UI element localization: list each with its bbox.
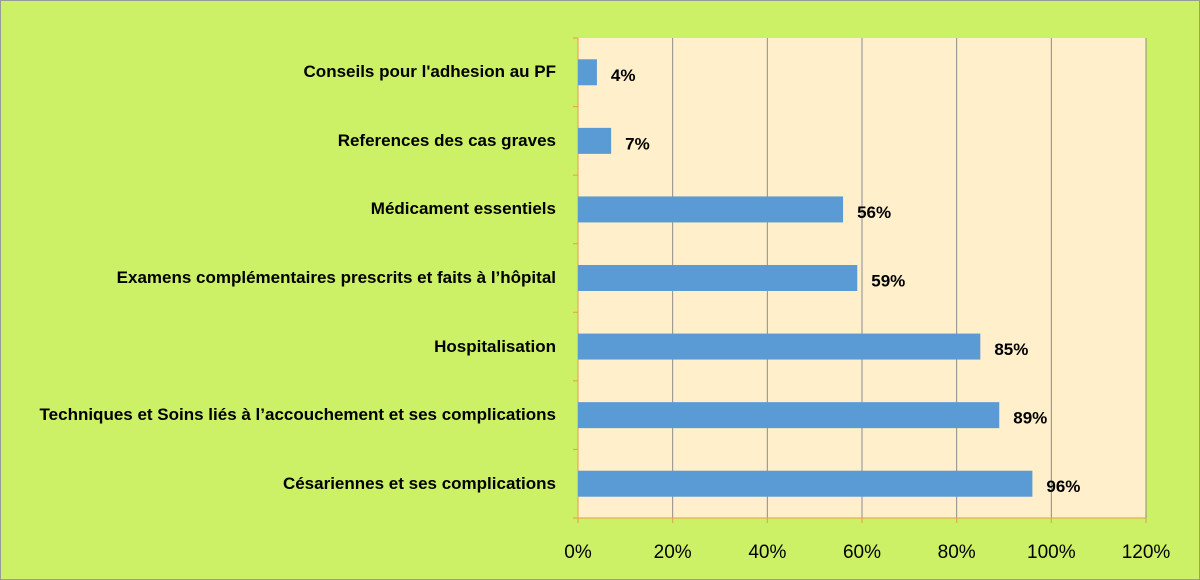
category-label: Examens complémentaires prescrits et fai… xyxy=(116,268,556,287)
value-label: 96% xyxy=(1046,477,1080,496)
x-tick-label: 60% xyxy=(843,542,881,563)
value-label: 85% xyxy=(994,340,1028,359)
x-tick-label: 120% xyxy=(1122,542,1171,563)
category-label: References des cas graves xyxy=(337,130,556,150)
value-label: 89% xyxy=(1013,409,1047,428)
bar xyxy=(578,127,612,154)
bar xyxy=(578,196,844,223)
bar xyxy=(578,59,597,86)
value-label: 59% xyxy=(871,271,905,290)
x-tick-label: 20% xyxy=(654,542,692,563)
x-tick-label: 0% xyxy=(564,542,592,563)
category-label: Césariennes et ses complications xyxy=(282,473,556,493)
x-tick-label: 40% xyxy=(748,542,786,563)
bar xyxy=(578,470,1033,497)
bar xyxy=(578,333,981,360)
category-label: Hospitalisation xyxy=(434,336,556,356)
bar xyxy=(578,265,858,291)
x-tick-label: 100% xyxy=(1027,542,1076,563)
value-label: 56% xyxy=(857,203,891,222)
category-label: Conseils pour l'adhesion au PF xyxy=(303,62,556,82)
bar xyxy=(578,402,1000,429)
value-label: 4% xyxy=(611,66,636,85)
x-tick-label: 80% xyxy=(938,542,976,563)
value-label: 7% xyxy=(625,134,650,153)
category-label: Médicament essentiels xyxy=(370,199,556,219)
category-label: Techniques et Soins liés à l’accouchemen… xyxy=(39,405,556,425)
